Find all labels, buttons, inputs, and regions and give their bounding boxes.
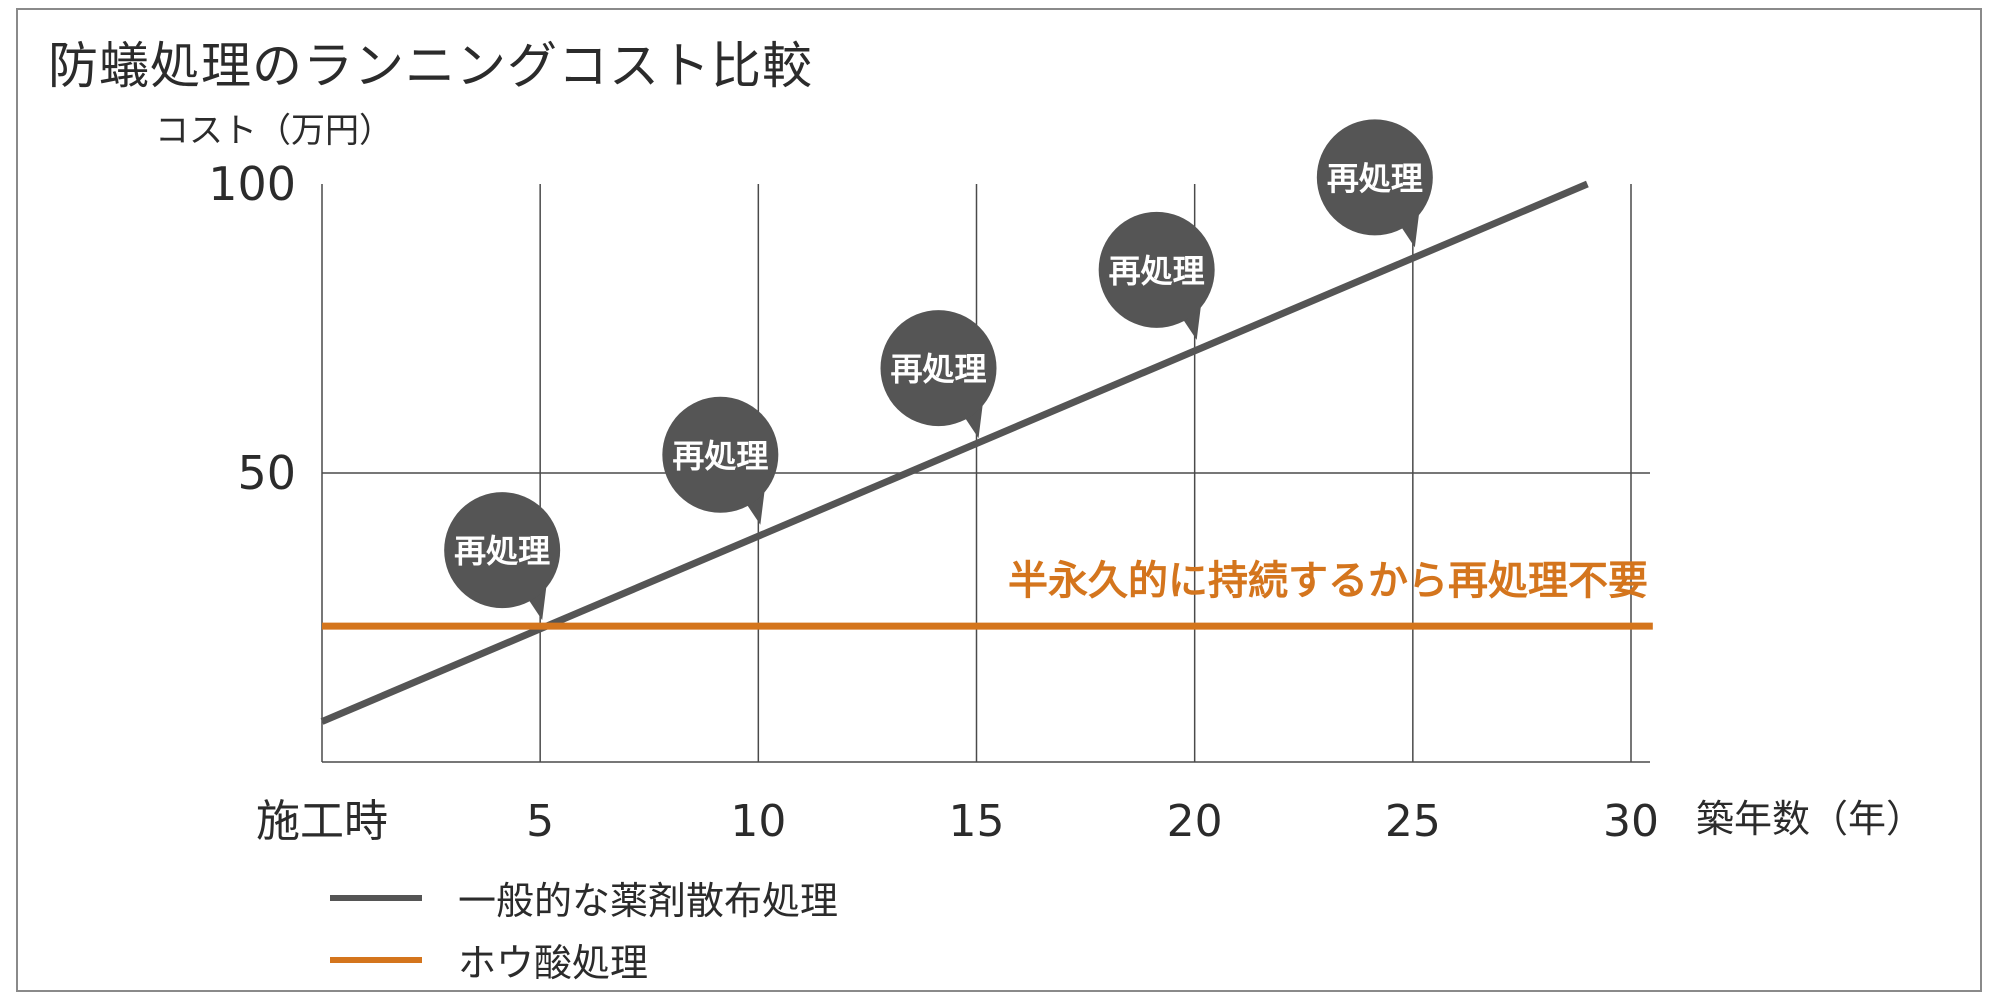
legend-item-spray: 一般的な薬剤散布処理	[330, 870, 838, 925]
retreatment-bubble-4: 再処理	[1316, 119, 1433, 248]
retreatment-bubble-2: 再処理	[880, 310, 997, 439]
x-axis-label: 築年数（年）	[1696, 797, 1924, 841]
x-tick-label: 20	[1167, 796, 1223, 847]
series-line-0	[320, 180, 1589, 725]
bubble-label: 再処理	[1327, 159, 1423, 197]
legend-swatch-spray	[330, 894, 422, 901]
y-tick-label: 100	[208, 157, 296, 211]
bubble-circle	[1316, 119, 1433, 236]
x-tick-label: 施工時	[256, 796, 388, 847]
legend-item-boric: ホウ酸処理	[330, 932, 648, 987]
x-tick-label: 10	[730, 796, 786, 847]
bubble-label: 再処理	[890, 350, 986, 388]
legend-swatch-boric	[330, 956, 422, 963]
legend-label-boric: ホウ酸処理	[458, 941, 649, 985]
x-tick-label: 30	[1603, 796, 1659, 847]
x-tick-label: 5	[526, 796, 554, 847]
x-tick-label: 25	[1385, 796, 1441, 847]
legend-label-spray: 一般的な薬剤散布処理	[458, 879, 839, 923]
bubble-label: 再処理	[1109, 252, 1205, 290]
bubble-circle	[444, 492, 561, 609]
y-tick-label: 50	[237, 446, 296, 500]
bubble-label: 再処理	[672, 437, 768, 475]
bubble-circle	[662, 396, 779, 513]
x-tick-label: 15	[949, 796, 1005, 847]
retreatment-bubble-3: 再処理	[1098, 211, 1215, 340]
retreatment-bubble-1: 再処理	[662, 396, 779, 525]
y-axis-label: コスト（万円）	[155, 111, 393, 151]
chart-frame	[16, 8, 1982, 992]
chart-title: 防蟻処理のランニングコスト比較	[48, 37, 813, 95]
callout-text: 半永久的に持続するから再処理不要	[1008, 558, 1648, 604]
retreatment-bubble-0: 再処理	[444, 492, 561, 621]
bubble-label: 再処理	[454, 532, 550, 570]
bubble-circle	[1098, 211, 1215, 328]
bubble-circle	[880, 310, 997, 427]
